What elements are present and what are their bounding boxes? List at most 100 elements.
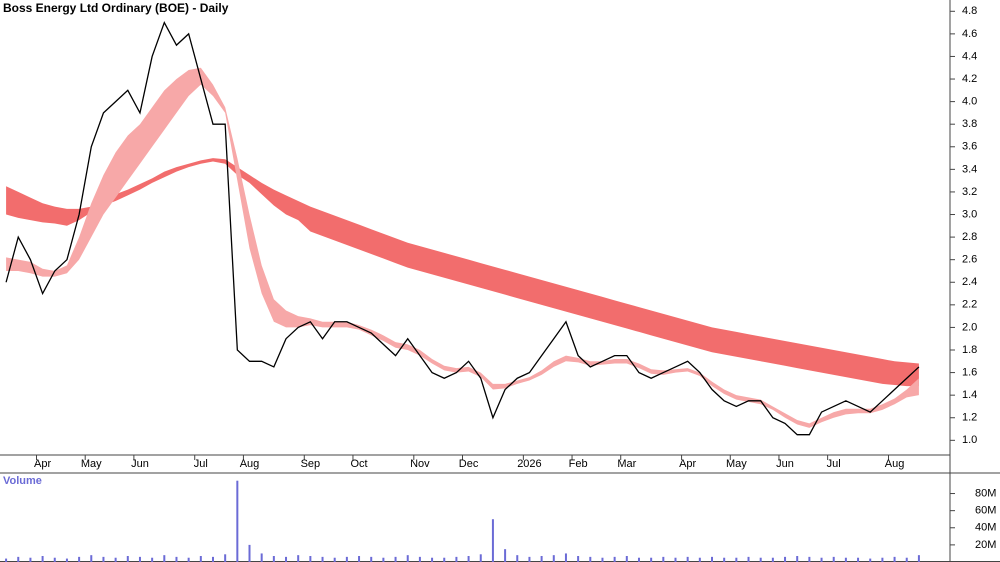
volume-bar [151,557,154,562]
x-tick-label: Apr [34,458,51,470]
y-tick-label: 3.2 [962,186,977,198]
volume-bar [126,556,129,562]
volume-bar [613,556,616,562]
volume-bar [844,557,847,562]
volume-bar [917,555,920,562]
volume-bar [698,557,701,562]
volume-bar [577,556,580,562]
y-tick-label: 3.8 [962,118,977,130]
volume-bar [784,556,787,562]
volume-bar [321,556,324,562]
y-tick-label: 1.0 [962,434,977,446]
x-tick-label: Dec [459,458,479,470]
volume-bar [711,556,714,562]
y-tick-label: 2.2 [962,299,977,311]
volume-bar [528,556,531,562]
price-line [5,20,920,436]
y-tick-label: 4.6 [962,28,977,40]
volume-bar [808,556,811,562]
volume-bar [175,556,178,562]
volume-bar [455,556,458,562]
volume-bar [540,556,543,562]
band [6,67,919,428]
x-tick-label: Aug [885,458,905,470]
volume-bar [479,554,482,562]
volume-bar [272,556,275,562]
band [6,158,919,387]
y-tick-label: 2.0 [962,321,977,333]
volume-title: Volume [3,475,42,487]
volume-bar [199,556,202,562]
volume-bar [516,555,519,562]
volume-bar [443,557,446,562]
y-tick-label: 4.0 [962,96,977,108]
volume-bar [881,557,884,562]
volume-bar [53,557,56,562]
volume-bar [467,556,470,562]
volume-bar [370,556,373,562]
y-tick-label: 2.6 [962,254,977,266]
volume-bar [114,557,117,562]
volume-bar [747,556,750,562]
x-tick-label: May [81,458,102,470]
volume-bar [5,558,8,562]
volume-bar [297,555,300,562]
volume-bar [857,557,860,562]
volume-bar [662,556,665,562]
volume-bar [406,555,409,562]
x-tick-label: Jul [827,458,841,470]
volume-bar [832,556,835,562]
y-tick-label: 1.8 [962,344,977,356]
volume-bar [90,555,93,562]
volume-bar [431,557,434,562]
volume-bar [723,557,726,562]
volume-bar [893,556,896,562]
volume-bar [358,556,361,562]
volume-bar [796,556,799,562]
volume-bar [333,557,336,562]
volume-bar [224,554,227,562]
volume-bar [163,555,166,562]
volume-bar [564,553,567,562]
volume-bar [905,557,908,562]
x-tick-label: Feb [569,458,588,470]
y-tick-label: 2.4 [962,276,977,288]
volume-bar [491,519,494,562]
volume-bar [382,557,385,562]
x-tick-label: 2026 [517,458,541,470]
volume-bar [138,556,141,562]
y-tick-label: 20M [975,539,996,551]
volume-bar [650,557,653,562]
volume-bar [418,556,421,562]
chart-title: Boss Energy Ltd Ordinary (BOE) - Daily [3,1,229,15]
x-tick-label: Sep [301,458,321,470]
volume-bar [759,557,762,562]
x-tick-label: Oct [350,458,367,470]
volume-bar [187,557,190,562]
x-tick-label: Jul [194,458,208,470]
y-tick-label: 60M [975,505,996,517]
x-tick-label: Mar [617,458,636,470]
volume-bar [102,556,105,562]
x-tick-label: Aug [240,458,260,470]
volume-bar [504,549,507,562]
y-tick-label: 4.8 [962,5,977,17]
volume-bar [625,556,628,562]
y-tick-label: 40M [975,522,996,534]
y-tick-label: 3.0 [962,208,977,220]
y-tick-label: 4.2 [962,73,977,85]
volume-bar [65,558,68,562]
volume-bar [78,556,81,562]
y-tick-label: 2.8 [962,231,977,243]
y-tick-label: 1.6 [962,366,977,378]
x-tick-label: Nov [410,458,430,470]
volume-bar [735,557,738,562]
x-tick-label: May [726,458,747,470]
volume-bar [601,557,604,562]
volume-bar [589,556,592,562]
y-tick-label: 80M [975,487,996,499]
y-tick-label: 1.2 [962,412,977,424]
volume-bar [686,556,689,562]
x-tick-label: Apr [679,458,696,470]
